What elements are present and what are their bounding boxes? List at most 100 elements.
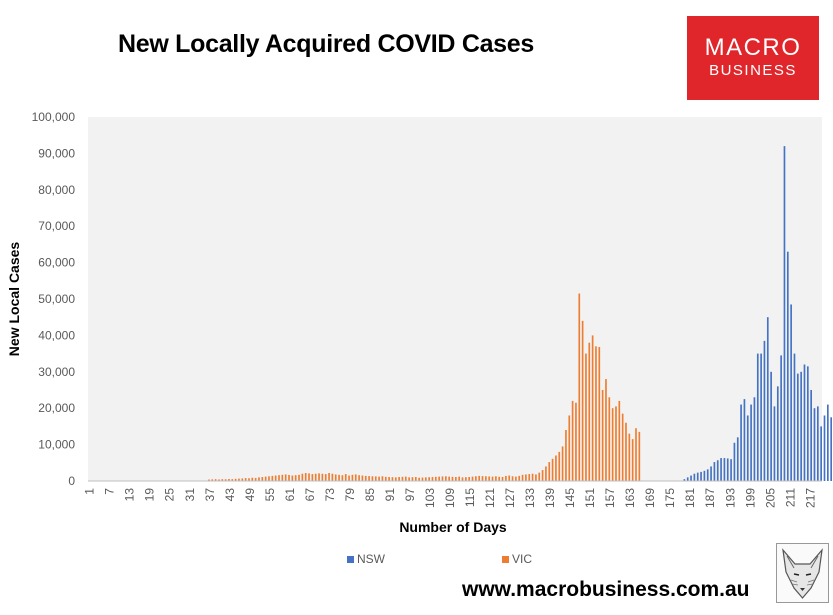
fox-logo-icon: [776, 543, 829, 603]
vic-bar: [498, 476, 501, 481]
legend-vic-swatch: [502, 556, 509, 563]
website-url: www.macrobusiness.com.au: [462, 578, 750, 601]
vic-bar: [621, 413, 624, 481]
vic-bar: [615, 406, 617, 481]
vic-bar: [261, 477, 264, 481]
nsw-bar: [716, 460, 719, 481]
vic-bar: [374, 476, 377, 481]
nsw-bar: [810, 390, 812, 481]
vic-bar: [531, 473, 534, 481]
nsw-bar: [830, 417, 833, 481]
x-tick-label: 13: [123, 488, 137, 502]
y-tick-label: 50,000: [38, 292, 75, 306]
nsw-bar: [746, 415, 749, 481]
vic-bar: [324, 474, 327, 481]
vic-bar: [558, 451, 561, 481]
vic-bar: [378, 476, 380, 481]
vic-bar: [411, 477, 414, 481]
vic-bar: [308, 473, 310, 481]
y-tick-label: 30,000: [38, 365, 75, 379]
nsw-bar: [723, 458, 726, 481]
nsw-bar: [730, 459, 732, 481]
x-tick-label: 205: [763, 488, 777, 508]
vic-bar: [525, 474, 527, 481]
vic-bar: [408, 477, 410, 481]
vic-bar: [428, 477, 430, 481]
x-tick-label: 139: [543, 488, 557, 508]
vic-bar: [254, 477, 257, 481]
x-tick-label: 79: [343, 488, 357, 502]
x-tick-label: 181: [683, 488, 697, 508]
vic-bar: [485, 476, 487, 481]
x-tick-label: 127: [503, 488, 517, 508]
vic-bar: [234, 478, 237, 481]
vic-bar: [434, 476, 437, 481]
vic-bar: [455, 477, 457, 481]
vic-bar: [511, 476, 514, 481]
vic-bar: [244, 478, 247, 481]
x-tick-label: 85: [363, 488, 377, 502]
vic-bar: [538, 472, 541, 481]
nsw-bar: [803, 364, 806, 481]
nsw-bar: [823, 415, 826, 481]
vic-bar: [611, 408, 614, 481]
nsw-bar: [800, 371, 802, 481]
vic-bar: [334, 474, 337, 481]
vic-bar: [361, 475, 364, 481]
vic-bar: [398, 477, 400, 481]
plot-area: [88, 117, 822, 481]
vic-bar: [224, 479, 227, 481]
vic-bar: [555, 455, 557, 481]
x-tick-label: 49: [243, 488, 257, 502]
vic-bar: [364, 475, 367, 481]
vic-bar: [421, 477, 424, 481]
x-tick-label: 1: [83, 488, 97, 495]
x-tick-label: 97: [403, 488, 417, 502]
y-tick-label: 20,000: [38, 401, 75, 415]
x-tick-label: 121: [483, 488, 497, 508]
vic-bar: [505, 475, 507, 481]
vic-bar: [248, 478, 250, 481]
vic-bar: [598, 347, 601, 481]
nsw-bar: [696, 472, 699, 481]
nsw-bar: [776, 386, 779, 481]
y-tick-label: 40,000: [38, 328, 75, 342]
vic-bar: [588, 342, 591, 481]
vic-bar: [391, 477, 394, 481]
nsw-bar: [743, 399, 746, 481]
vic-bar: [404, 476, 407, 481]
vic-bar: [521, 474, 524, 481]
vic-bar: [461, 477, 464, 481]
x-axis-title: Number of Days: [399, 519, 507, 535]
vic-bar: [628, 433, 631, 481]
vic-bar: [551, 458, 554, 481]
x-tick-label: 103: [423, 488, 437, 508]
vic-bar: [518, 475, 521, 481]
vic-bar: [414, 477, 417, 481]
vic-bar: [344, 474, 347, 481]
vic-bar: [508, 475, 511, 481]
x-tick-label: 61: [283, 488, 297, 502]
vic-bar: [368, 476, 370, 481]
vic-bar: [321, 473, 324, 481]
vic-bar: [258, 477, 260, 481]
vic-bar: [438, 476, 440, 481]
x-axis-ticks: 1 7 13 19 25 31 37 43 49 55 61 67 73 79 85 91 97 103 109 11…: [83, 488, 818, 508]
vic-bar: [274, 475, 277, 481]
vic-bar: [338, 474, 340, 481]
logo-line-2: BUSINESS: [709, 62, 797, 79]
y-tick-label: 0: [68, 474, 75, 488]
vic-bar: [465, 477, 467, 481]
vic-bar: [341, 475, 344, 481]
vic-bar: [515, 476, 517, 481]
vic-bar: [221, 479, 224, 481]
nsw-bar: [756, 353, 759, 481]
vic-bar: [418, 477, 420, 481]
y-tick-label: 10,000: [38, 438, 75, 452]
nsw-bar: [706, 469, 709, 481]
vic-bar: [501, 477, 504, 481]
vic-bar: [585, 353, 587, 481]
vic-bar: [495, 476, 497, 481]
vic-bars: [208, 293, 641, 481]
